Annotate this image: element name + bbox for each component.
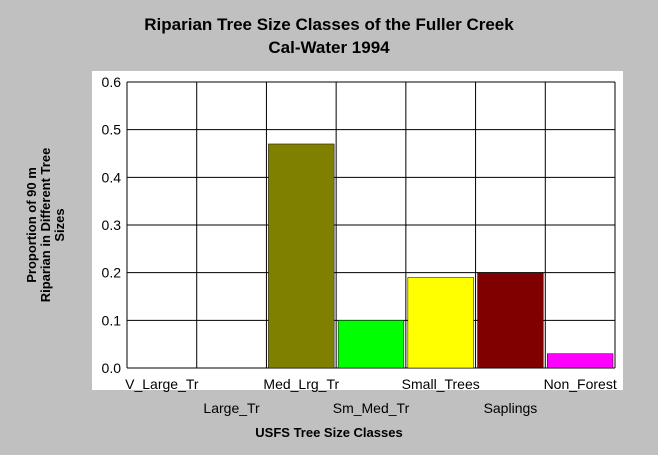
x-axis-title: USFS Tree Size Classes xyxy=(255,425,403,440)
x-tick-label: Saplings xyxy=(484,400,538,416)
x-tick-label: Med_Lrg_Tr xyxy=(263,376,339,392)
chart-subtitle: Cal-Water 1994 xyxy=(268,38,390,57)
y-tick-label: 0.2 xyxy=(102,265,122,281)
y-tick-label: 0.6 xyxy=(102,74,122,90)
y-tick-label: 0.0 xyxy=(102,360,122,376)
y-tick-label: 0.5 xyxy=(102,122,122,138)
bar-small-trees xyxy=(407,277,474,369)
bar-saplings xyxy=(477,272,544,369)
bar-med-lrg-tr xyxy=(268,143,335,369)
bar-sm-med-tr xyxy=(337,320,405,369)
bar-non-forest xyxy=(547,353,614,369)
x-tick-label: Large_Tr xyxy=(203,400,260,416)
y-tick-label: 0.1 xyxy=(102,312,122,328)
y-tick-label: 0.3 xyxy=(102,217,122,233)
chart-title: Riparian Tree Size Classes of the Fuller… xyxy=(144,15,514,34)
x-tick-label: V_Large_Tr xyxy=(125,376,199,392)
y-tick-label: 0.4 xyxy=(102,169,122,185)
x-tick-label: Small_Trees xyxy=(402,376,480,392)
x-tick-label: Sm_Med_Tr xyxy=(333,400,410,416)
x-tick-label: Non_Forest xyxy=(544,376,617,392)
